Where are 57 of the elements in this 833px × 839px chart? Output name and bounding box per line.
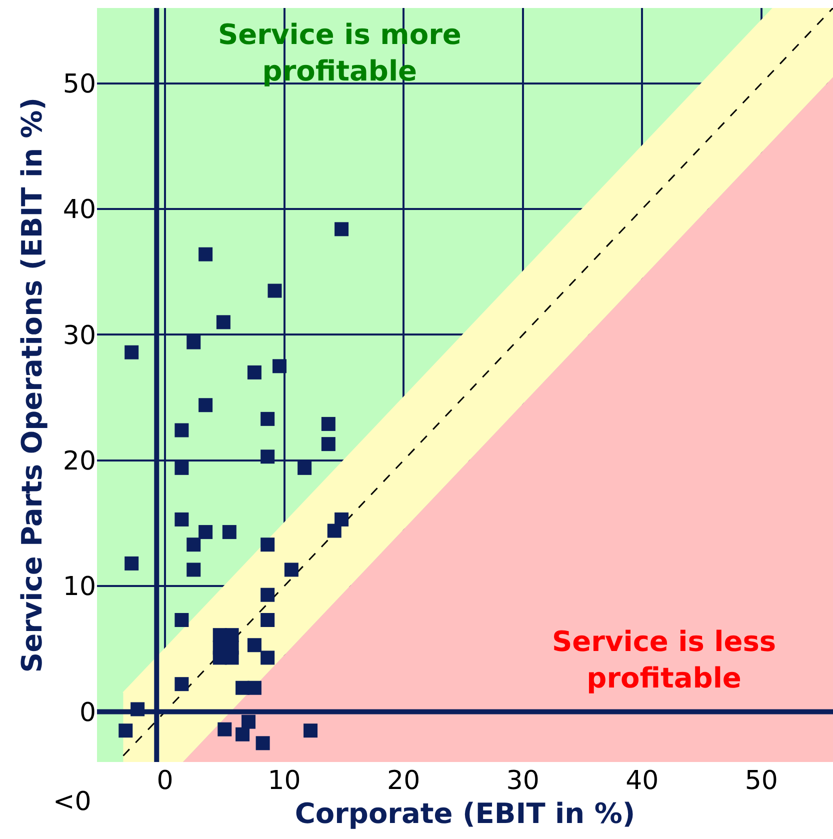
- point: [321, 437, 336, 452]
- point: [256, 736, 270, 750]
- point: [334, 222, 349, 236]
- text: <0: [53, 787, 92, 817]
- point: [260, 613, 275, 627]
- point: [236, 727, 250, 742]
- point: [260, 650, 275, 665]
- point: [174, 423, 189, 438]
- point: [247, 638, 262, 652]
- point: [174, 512, 189, 526]
- point: [186, 538, 201, 552]
- point: [334, 512, 349, 526]
- point: [124, 556, 139, 570]
- point: [247, 680, 262, 695]
- x-tick-label: 0: [156, 766, 174, 796]
- x-tick-label: 10: [268, 766, 301, 796]
- point: [284, 562, 298, 577]
- point: [260, 450, 275, 464]
- point: [174, 613, 189, 627]
- y-axis-title: Service Parts Operations (EBIT in %): [16, 97, 49, 673]
- point: [216, 315, 230, 330]
- point: [130, 702, 145, 716]
- point: [260, 588, 275, 602]
- point: [272, 359, 287, 374]
- y-tick-label: 30: [62, 320, 96, 351]
- point: [118, 724, 133, 738]
- x-tick-label: 50: [744, 766, 778, 796]
- point: [198, 398, 213, 412]
- y-tick-label: 20: [62, 446, 96, 476]
- x-tick-label: 40: [626, 766, 659, 796]
- point: [198, 247, 213, 262]
- point: [124, 345, 139, 360]
- point: [304, 724, 318, 738]
- point: [260, 538, 275, 552]
- point: [298, 460, 312, 475]
- x-tick-label: 20: [387, 766, 420, 796]
- point: [327, 524, 342, 538]
- point: [186, 562, 201, 577]
- point: [247, 365, 262, 380]
- point: [174, 460, 189, 475]
- y-tick-label: 0: [79, 698, 96, 728]
- point: [260, 412, 275, 426]
- point: [321, 416, 336, 431]
- point: [174, 677, 189, 692]
- annotation: Service is less profitable: [552, 625, 776, 694]
- point: [268, 284, 282, 298]
- x-axis-title: Corporate (EBIT in %): [294, 797, 636, 830]
- y-tick-label: 10: [62, 572, 96, 602]
- x-tick-label: 30: [506, 766, 540, 796]
- point: [212, 650, 227, 665]
- point: [222, 525, 236, 540]
- point: [186, 335, 201, 350]
- y-tick-label: 40: [62, 195, 96, 226]
- point: [198, 525, 213, 540]
- point: [241, 714, 256, 729]
- point: [218, 722, 232, 736]
- y-tick-label: 50: [62, 70, 96, 100]
